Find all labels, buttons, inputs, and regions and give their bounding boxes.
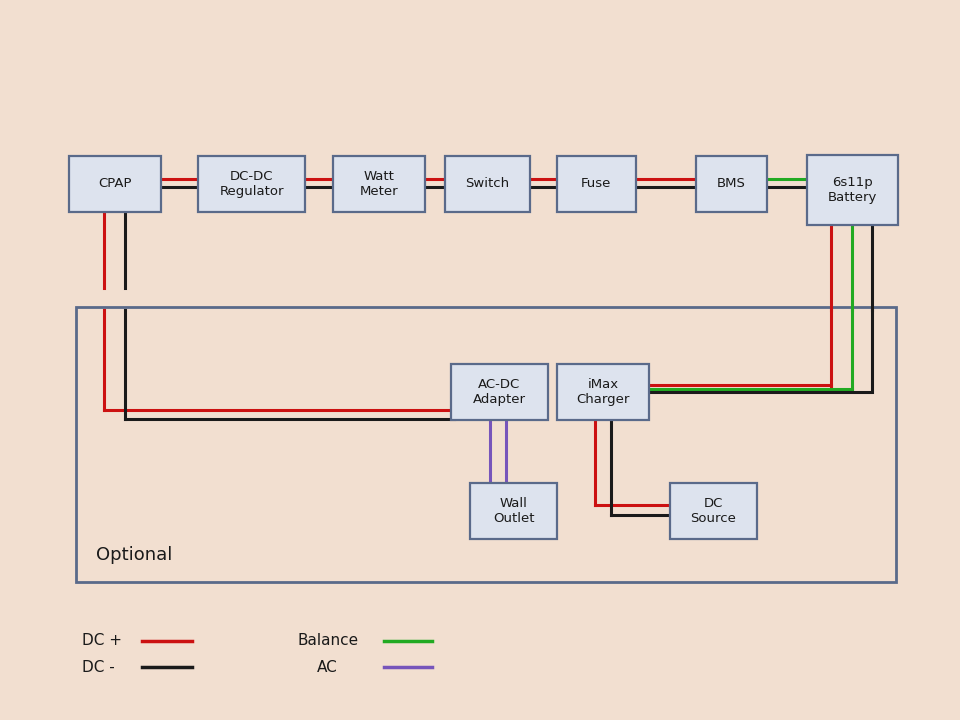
FancyBboxPatch shape bbox=[807, 155, 898, 225]
FancyBboxPatch shape bbox=[76, 307, 896, 582]
Text: Watt
Meter: Watt Meter bbox=[360, 170, 398, 197]
Text: iMax
Charger: iMax Charger bbox=[576, 379, 630, 406]
Text: BMS: BMS bbox=[717, 177, 746, 190]
Text: Balance: Balance bbox=[298, 634, 359, 648]
FancyBboxPatch shape bbox=[451, 364, 547, 420]
Text: AC: AC bbox=[317, 660, 338, 675]
FancyBboxPatch shape bbox=[696, 156, 767, 212]
Text: DC +: DC + bbox=[82, 634, 122, 648]
FancyBboxPatch shape bbox=[557, 364, 649, 420]
FancyBboxPatch shape bbox=[670, 483, 756, 539]
Text: Fuse: Fuse bbox=[581, 177, 612, 190]
Text: CPAP: CPAP bbox=[99, 177, 132, 190]
Text: Optional: Optional bbox=[96, 546, 173, 564]
Text: AC-DC
Adapter: AC-DC Adapter bbox=[472, 379, 526, 406]
FancyBboxPatch shape bbox=[557, 156, 636, 212]
Text: Wall
Outlet: Wall Outlet bbox=[492, 498, 535, 525]
Text: 6s11p
Battery: 6s11p Battery bbox=[828, 176, 877, 204]
Text: DC-DC
Regulator: DC-DC Regulator bbox=[219, 170, 284, 197]
Text: Switch: Switch bbox=[466, 177, 510, 190]
FancyBboxPatch shape bbox=[445, 156, 530, 212]
Text: DC
Source: DC Source bbox=[690, 498, 736, 525]
Text: DC -: DC - bbox=[82, 660, 114, 675]
FancyBboxPatch shape bbox=[333, 156, 425, 212]
FancyBboxPatch shape bbox=[470, 483, 557, 539]
FancyBboxPatch shape bbox=[69, 156, 161, 212]
FancyBboxPatch shape bbox=[199, 156, 305, 212]
